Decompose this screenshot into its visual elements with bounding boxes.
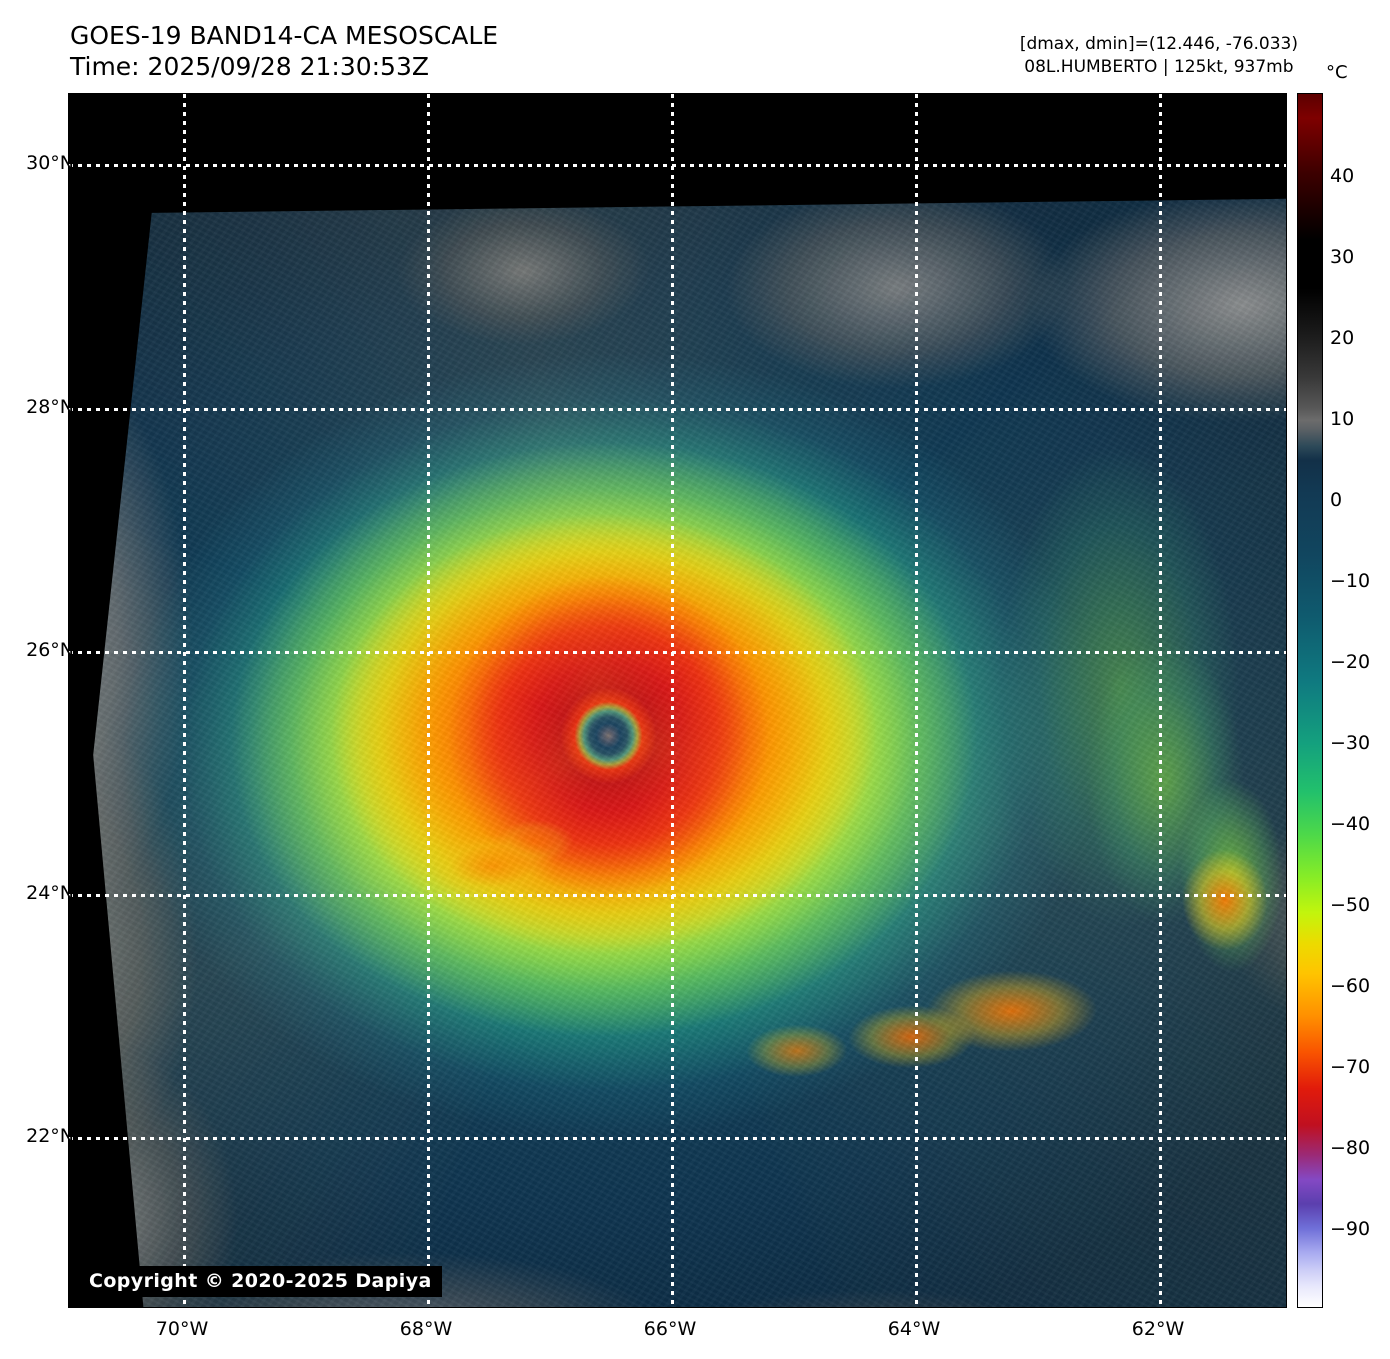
colorbar-tick-20: 20 [1330, 327, 1355, 349]
lat-label-30n: 30°N [26, 152, 74, 174]
colorbar-tick-40: 40 [1330, 165, 1355, 187]
lon-label-68w: 68°W [399, 1318, 453, 1340]
colorbar-tick-m80: −80 [1330, 1137, 1371, 1159]
colorbar-tick-m10: −10 [1330, 570, 1371, 592]
colorbar-tick-m60: −60 [1330, 975, 1371, 997]
annotation-block: [dmax, dmin]=(12.446, -76.033) 08L.HUMBE… [1020, 33, 1298, 79]
lon-label-64w: 64°W [887, 1318, 941, 1340]
title-block: GOES-19 BAND14-CA MESOSCALE Time: 2025/0… [70, 20, 498, 82]
satellite-image-plot: Copyright © 2020-2025 Dapiya [68, 93, 1287, 1308]
colorbar-tick-10: 10 [1330, 408, 1355, 430]
data-swath-clip [69, 94, 1286, 1307]
colorbar-tick-m50: −50 [1330, 894, 1371, 916]
colorbar-tick-m30: −30 [1330, 732, 1371, 754]
colorbar-tick-30: 30 [1330, 246, 1355, 268]
colorbar-tick-0: 0 [1330, 489, 1343, 511]
lat-label-28n: 28°N [26, 396, 74, 418]
lon-label-62w: 62°W [1131, 1318, 1185, 1340]
colorbar-unit-label: °C [1326, 62, 1348, 83]
temperature-colorbar [1297, 93, 1323, 1308]
dmax-dmin-label: [dmax, dmin]=(12.446, -76.033) [1019, 34, 1298, 54]
colorbar-tick-m20: −20 [1330, 651, 1371, 673]
colorbar-tick-m70: −70 [1330, 1056, 1371, 1078]
timestamp-label: Time: 2025/09/28 21:30:53Z [70, 52, 429, 81]
colorbar-tick-m90: −90 [1330, 1218, 1371, 1240]
storm-info-label: 08L.HUMBERTO | 125kt, 937mb [1024, 57, 1294, 77]
layer-texture-noise [69, 183, 1286, 1307]
lon-label-70w: 70°W [155, 1318, 209, 1340]
page-title: GOES-19 BAND14-CA MESOSCALE [70, 21, 499, 50]
satellite-data-swath [69, 183, 1286, 1307]
lon-label-66w: 66°W [643, 1318, 697, 1340]
lat-label-24n: 24°N [26, 882, 74, 904]
lat-label-22n: 22°N [26, 1125, 74, 1147]
lat-label-26n: 26°N [26, 639, 74, 661]
copyright-watermark: Copyright © 2020-2025 Dapiya [79, 1266, 442, 1297]
colorbar-tick-m40: −40 [1330, 813, 1371, 835]
